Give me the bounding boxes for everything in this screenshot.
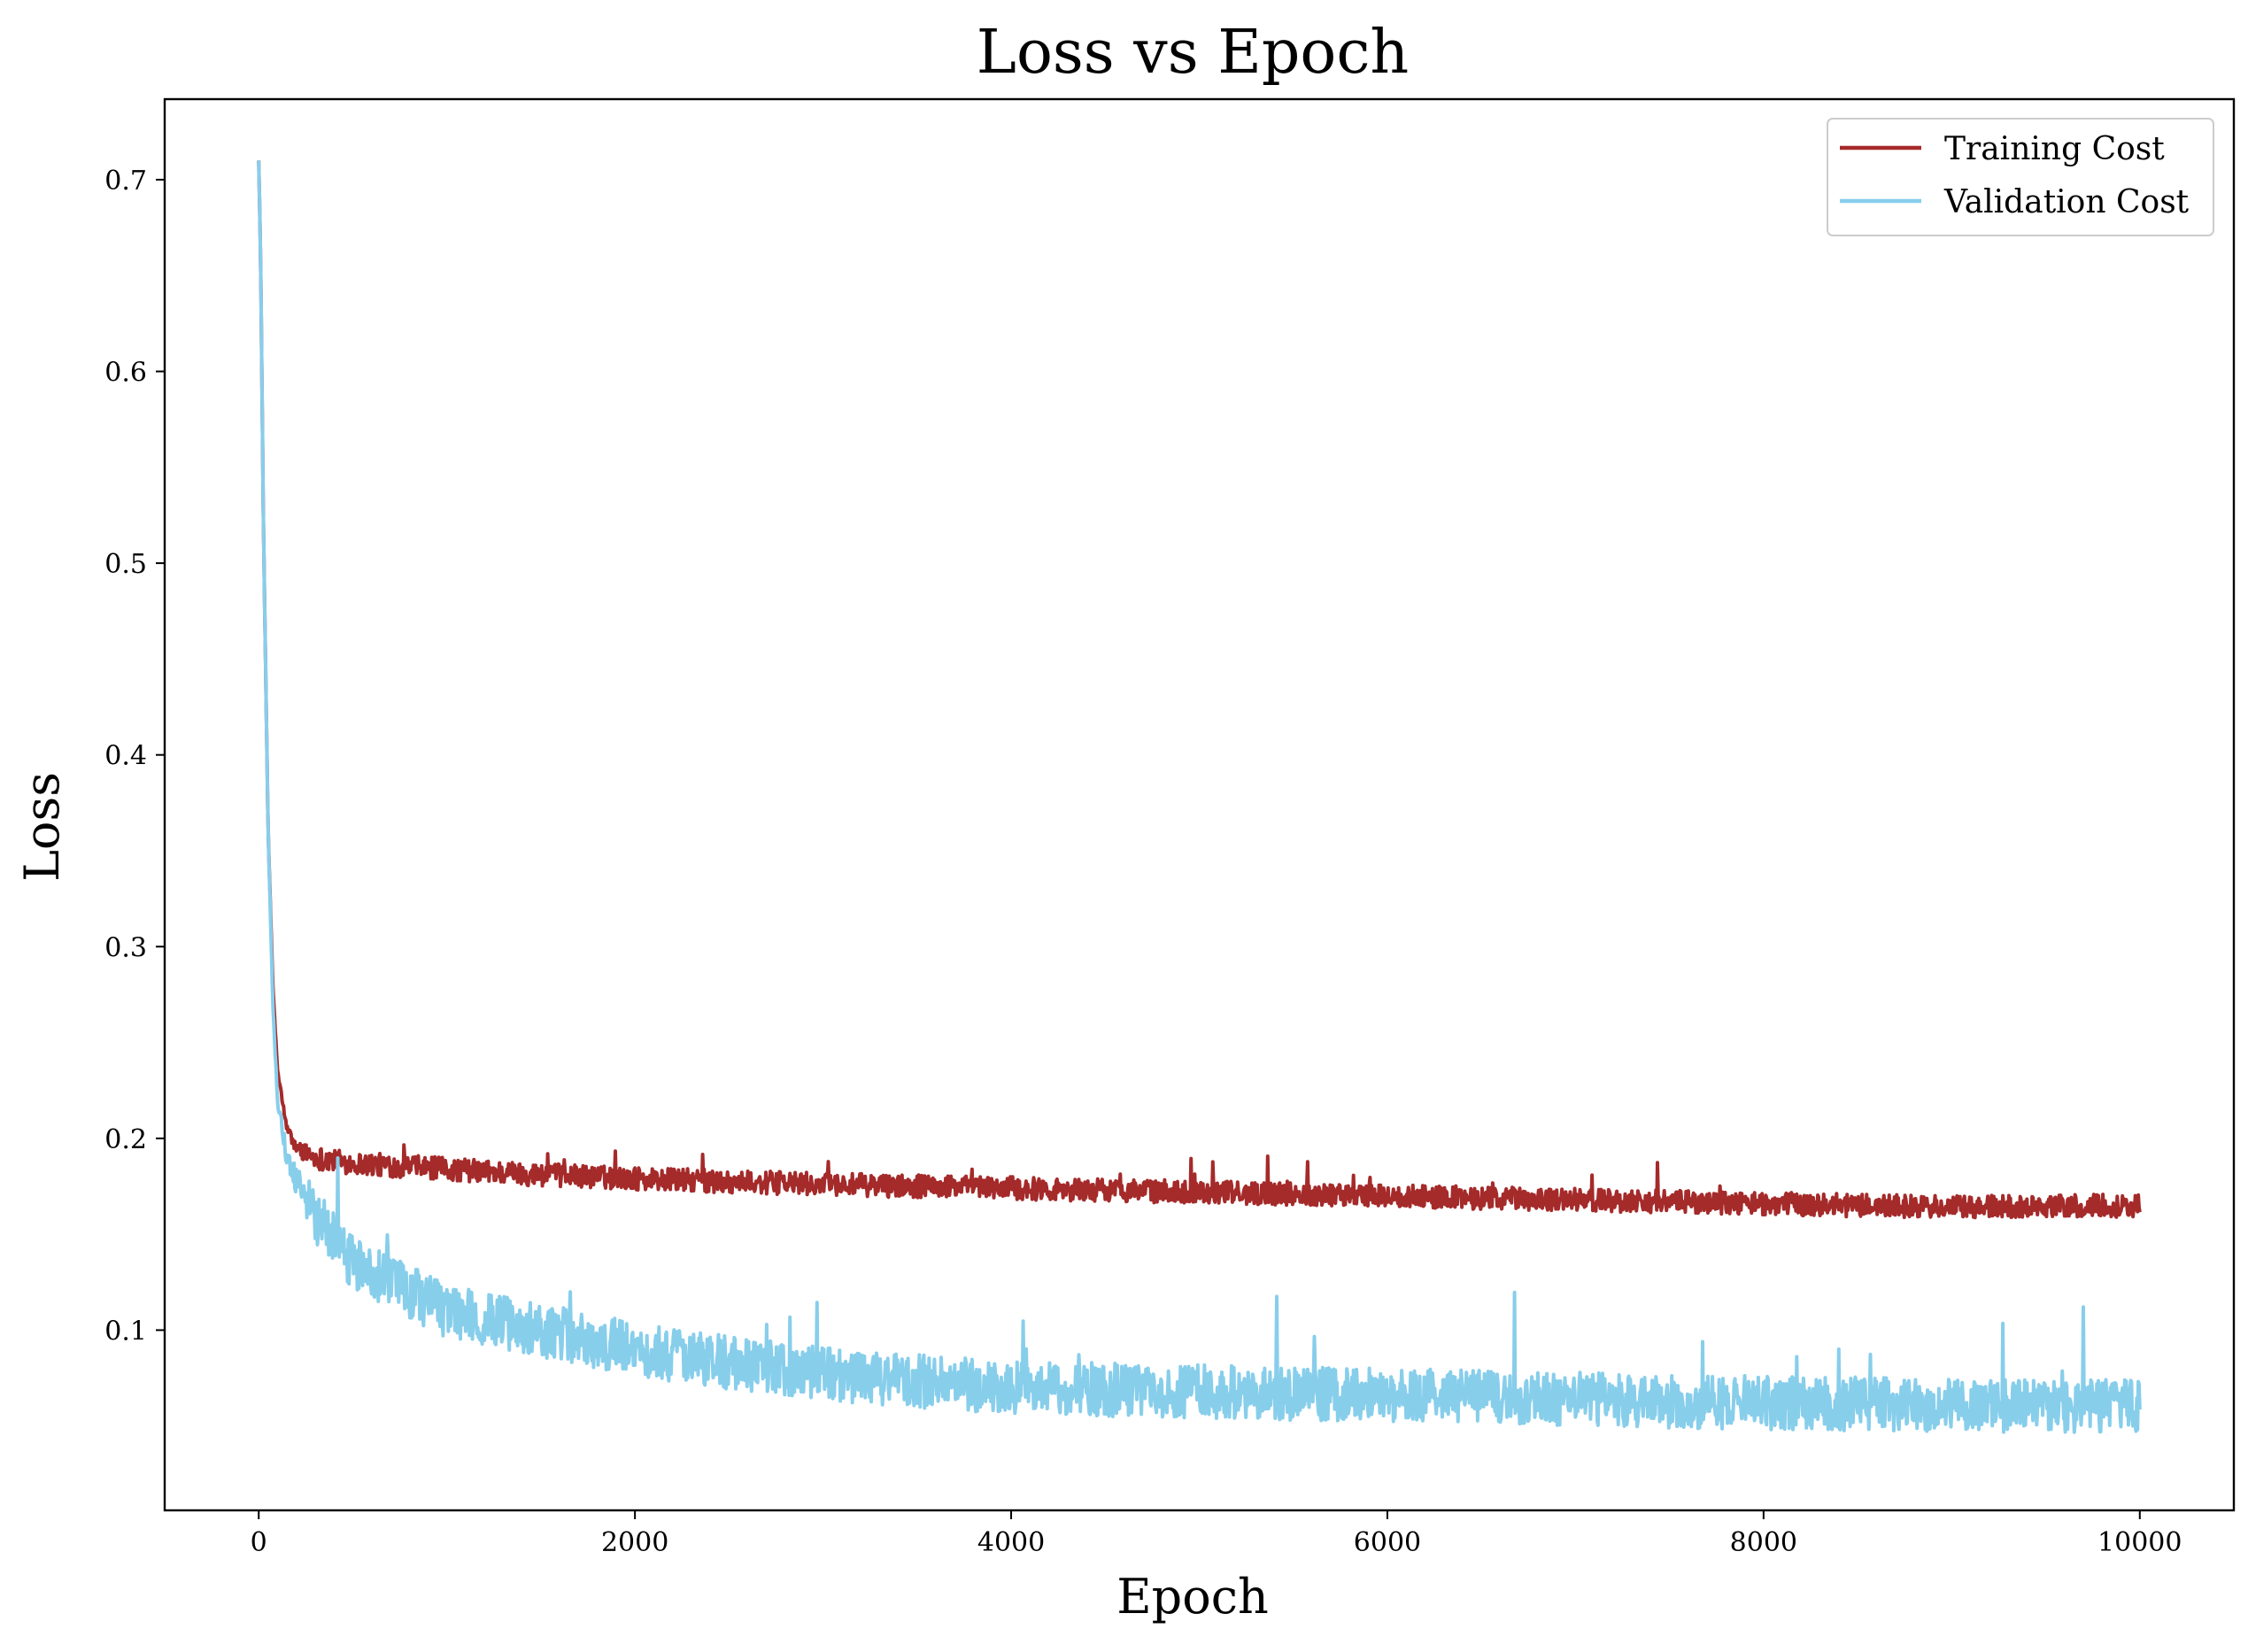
plot-area: 0 2000 4000 6000 8000 10000 0.10.20.30.40.50.… <box>104 97 2236 1558</box>
x-tick-label: 10000 <box>2097 1527 2182 1558</box>
x-axis-ticks: 0 2000 4000 6000 8000 10000 <box>251 1510 2182 1558</box>
y-axis-ticks: 0.1 0.2 0.3 0.4 0.5 0.6 0.7 <box>104 166 165 1347</box>
chart-title: Loss vs Epoch <box>977 18 1409 88</box>
legend: Training Cost Validation Cost <box>1827 118 2214 236</box>
y-tick-label: 0.1 <box>104 1316 147 1347</box>
series-layer <box>257 160 2142 1434</box>
x-tick-label: 6000 <box>1354 1527 1421 1558</box>
y-tick-label: 0.4 <box>104 741 147 772</box>
legend-label-training-cost: Training Cost <box>1944 131 2165 167</box>
x-tick-label: 8000 <box>1730 1527 1797 1558</box>
x-tick-label: 4000 <box>977 1527 1045 1558</box>
x-axis-title: Epoch <box>1116 1569 1269 1625</box>
y-tick-label: 0.7 <box>104 166 147 197</box>
y-axis-title: Loss <box>14 772 70 882</box>
legend-box <box>1827 118 2214 236</box>
series-line-validation-cost <box>257 160 2142 1434</box>
axes-frame <box>163 97 2236 1512</box>
x-tick-label: 0 <box>251 1527 267 1558</box>
y-tick-label: 0.5 <box>104 549 147 580</box>
y-tick-label: 0.6 <box>104 358 147 389</box>
y-tick-label: 0.2 <box>104 1124 147 1155</box>
x-tick-label: 2000 <box>601 1527 668 1558</box>
legend-label-validation-cost: Validation Cost <box>1943 184 2190 220</box>
series-line-training-cost <box>257 160 2142 1220</box>
y-tick-label: 0.3 <box>104 932 147 963</box>
